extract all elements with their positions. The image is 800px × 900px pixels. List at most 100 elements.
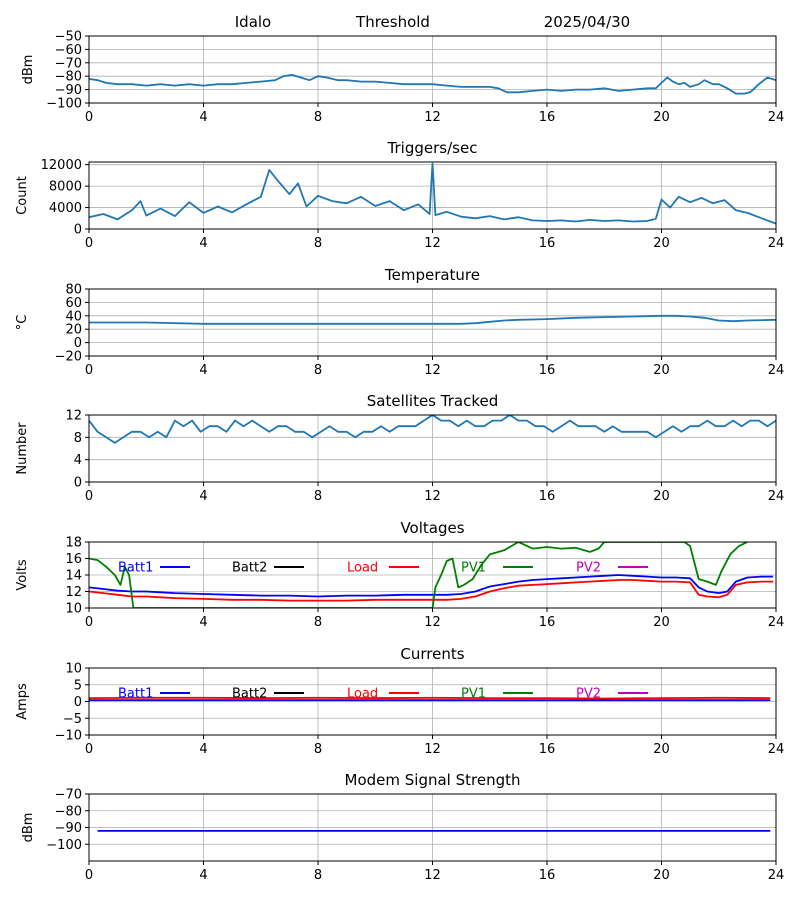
- voltages-legend-label-load: Load: [347, 561, 378, 576]
- header-threshold: Threshold: [355, 13, 430, 31]
- header-date: 2025/04/30: [544, 13, 630, 31]
- satellites-ytick-label: 8: [74, 431, 82, 446]
- satellites-xtick-label: 16: [539, 489, 556, 504]
- threshold-xtick-label: 24: [768, 110, 785, 125]
- modem-ylabel: dBm: [21, 813, 36, 843]
- voltages-ytick-label: 16: [65, 552, 82, 567]
- voltages-xtick-label: 24: [768, 615, 785, 630]
- currents-xtick-label: 20: [653, 742, 670, 757]
- satellites-xtick-label: 12: [424, 489, 441, 504]
- satellites-ytick-label: 0: [74, 476, 82, 491]
- satellites-xtick-label: 4: [199, 489, 207, 504]
- voltages-xtick-label: 20: [653, 615, 670, 630]
- currents-ytick-label: 0: [74, 695, 82, 710]
- currents-xtick-label: 16: [539, 742, 556, 757]
- satellites-xtick-label: 24: [768, 489, 785, 504]
- voltages-legend-label-pv1: PV1: [461, 561, 486, 576]
- voltages-ytick-label: 12: [65, 585, 82, 600]
- threshold-ytick-label: −80: [55, 70, 82, 85]
- voltages-ylabel: Volts: [15, 559, 30, 591]
- voltages-series-line-pv1: [89, 542, 748, 608]
- satellites-xtick-label: 8: [314, 489, 322, 504]
- satellites-title: Satellites Tracked: [367, 392, 498, 410]
- temperature-ytick-label: 40: [65, 309, 82, 324]
- satellites-xtick-label: 20: [653, 489, 670, 504]
- currents-ylabel: Amps: [15, 683, 30, 720]
- threshold-xtick-label: 4: [199, 110, 207, 125]
- triggers-title: Triggers/sec: [387, 139, 478, 157]
- currents-ytick-label: −10: [55, 729, 82, 744]
- triggers-ytick-label: 8000: [49, 180, 82, 195]
- currents-xtick-label: 4: [199, 742, 207, 757]
- currents-xtick-label: 24: [768, 742, 785, 757]
- currents-legend-label-batt1: Batt1: [118, 687, 153, 702]
- voltages-title: Voltages: [400, 519, 464, 537]
- currents-xtick-label: 8: [314, 742, 322, 757]
- temperature-ytick-label: 80: [65, 283, 82, 298]
- voltages-xtick-label: 12: [424, 615, 441, 630]
- modem-ytick-label: −100: [46, 838, 82, 853]
- satellites-ytick-label: 4: [74, 453, 82, 468]
- temperature-xtick-label: 16: [539, 363, 556, 378]
- modem-xtick-label: 4: [199, 868, 207, 883]
- voltages-legend-label-pv2: PV2: [576, 561, 601, 576]
- currents-ytick-label: 10: [65, 662, 82, 677]
- modem-chart: 0 4 8 12 16 20 24 −100 −90 −80−70 dBm Modem Signal …: [21, 771, 784, 883]
- temperature-ytick-label: −20: [55, 350, 82, 365]
- modem-xtick-label: 16: [539, 868, 556, 883]
- voltages-xtick-label: 8: [314, 615, 322, 630]
- temperature-ytick-label: 0: [74, 336, 82, 351]
- currents-series-line-load: [89, 696, 771, 700]
- satellites-chart: 0 4 8 12 16 20 24 0 4 8 12 Number Satellites Tracked: [15, 392, 784, 504]
- temperature-xtick-label: 12: [424, 363, 441, 378]
- currents-legend-label-batt2: Batt2: [232, 687, 267, 702]
- satellites-xtick-label: 0: [85, 489, 93, 504]
- threshold-xtick-label: 16: [539, 110, 556, 125]
- voltages-series-line-load: [89, 579, 774, 602]
- threshold-ytick-label: −60: [55, 43, 82, 58]
- temperature-series-line: [89, 314, 776, 325]
- triggers-ylabel: Count: [15, 176, 30, 215]
- threshold-ytick-label: −90: [55, 83, 82, 98]
- currents-legend-label-pv1: PV1: [461, 687, 486, 702]
- modem-xtick-label: 0: [85, 868, 93, 883]
- modem-ytick-label: −90: [55, 821, 82, 836]
- triggers-ytick-label: 0: [74, 223, 82, 238]
- currents-ytick-label: −5: [63, 712, 82, 727]
- modem-ytick-label: −80: [55, 804, 82, 819]
- temperature-xtick-label: 24: [768, 363, 785, 378]
- triggers-xtick-label: 8: [314, 236, 322, 251]
- threshold-ylabel: dBm: [21, 55, 36, 85]
- modem-xtick-label: 8: [314, 868, 322, 883]
- voltages-xtick-label: 4: [199, 615, 207, 630]
- currents-title: Currents: [400, 645, 464, 663]
- triggers-series-line: [89, 162, 776, 225]
- threshold-ytick-label: −50: [55, 30, 82, 45]
- threshold-chart: 0 4 8 12 16 20 24 −100−90−80−70−60−50 dBm: [21, 30, 784, 126]
- temperature-xtick-label: 0: [85, 363, 93, 378]
- voltages-ytick-label: 18: [65, 536, 82, 551]
- threshold-ytick-label: −70: [55, 56, 82, 71]
- threshold-xtick-label: 8: [314, 110, 322, 125]
- modem-ytick-label: −70: [55, 788, 82, 803]
- threshold-xtick-label: 12: [424, 110, 441, 125]
- temperature-ytick-label: 20: [65, 323, 82, 338]
- satellites-ylabel: Number: [15, 422, 30, 475]
- temperature-xtick-label: 4: [199, 363, 207, 378]
- triggers-chart: 0 4 8 12 16 20 24 0 4000 8000 12000 Count Triggers/s…: [15, 139, 784, 251]
- triggers-xtick-label: 0: [85, 236, 93, 251]
- satellites-series-line: [89, 415, 776, 444]
- voltages-series-line-batt1: [89, 574, 774, 598]
- currents-legend-label-pv2: PV2: [576, 687, 601, 702]
- triggers-xtick-label: 4: [199, 236, 207, 251]
- modem-xtick-label: 12: [424, 868, 441, 883]
- voltages-legend-label-batt1: Batt1: [118, 561, 153, 576]
- voltages-xtick-label: 0: [85, 615, 93, 630]
- voltages-xtick-label: 16: [539, 615, 556, 630]
- modem-xtick-label: 24: [768, 868, 785, 883]
- currents-ytick-label: 5: [74, 678, 82, 693]
